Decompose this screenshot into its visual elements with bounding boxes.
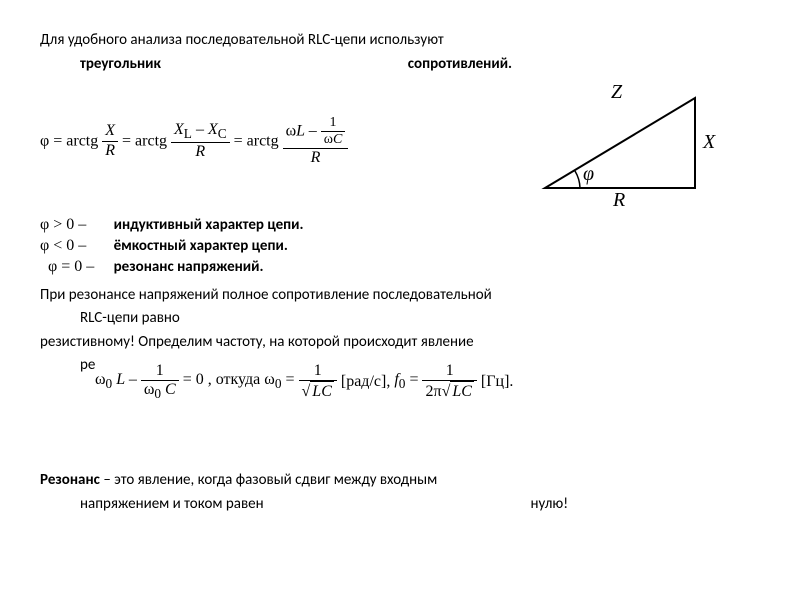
frac-den-R2: R: [171, 143, 230, 161]
intro-line-1: Для удобного анализа последовательной RL…: [40, 30, 760, 50]
frac-num-omegaL: ωL – 1ωC: [283, 115, 349, 149]
f2-frac-1-w0C: 1 ω0 C: [141, 362, 179, 402]
slide: Для удобного анализа последовательной RL…: [0, 0, 800, 600]
cond-capacitive: φ < 0 – ёмкостный характер цепи.: [40, 236, 760, 255]
intro-line-2: треугольник сопротивлений.: [40, 54, 760, 74]
f2-unit-rads: [рад/с],: [341, 373, 394, 390]
f2-den-sqrtLC: √LC: [299, 381, 337, 401]
cond-sym-3: φ = 0 –: [40, 258, 110, 276]
intro-word-triangle: треугольник: [80, 55, 161, 73]
angle-arc: [575, 171, 580, 188]
cond-resonance: φ = 0 – резонанс напряжений.: [40, 257, 760, 276]
frac-XL-XC-over-R: XL – XC R: [171, 121, 230, 161]
res-def-line2: напряжением и током равен нулю!: [40, 494, 760, 514]
label-Z: Z: [611, 81, 623, 103]
phase-angle-formula: φ = arctg X R = arctg XL – XC R = arctg …: [40, 115, 348, 168]
triangle-shape: [545, 98, 695, 188]
cond-sym-2: φ < 0 –: [40, 237, 110, 255]
res-def-zero: нулю!: [530, 495, 568, 513]
res-desc-line1: При резонансе напряжений полное сопротив…: [40, 285, 760, 305]
cond-sym-1: φ > 0 –: [40, 216, 110, 234]
res-word: Резонанс: [40, 471, 100, 489]
res-def-line1: Резонанс – это явление, когда фазовый сд…: [40, 470, 760, 490]
impedance-triangle-diagram: Z X R φ: [525, 78, 725, 208]
res-desc-line2: резистивному! Определим частоту, на кото…: [40, 332, 760, 352]
intro-paragraph: Для удобного анализа последовательной RL…: [40, 30, 760, 75]
cond-text-2: ёмкостный характер цепи.: [114, 237, 288, 255]
cond-inductive: φ > 0 – индуктивный характер цепи.: [40, 215, 760, 234]
frac-omegaL-minus: ωL – 1ωC R: [283, 115, 349, 168]
phase-conditions: φ > 0 – индуктивный характер цепи. φ < 0…: [40, 215, 760, 278]
cond-text-3: резонанс напряжений.: [114, 258, 264, 276]
f2-eq0: = 0 , откуда ω0 =: [183, 371, 299, 388]
label-phi: φ: [583, 163, 594, 185]
cond-text-1: индуктивный характер цепи.: [114, 216, 304, 234]
f2-unit-hz: [Гц].: [481, 373, 513, 390]
frac-num-X: X: [102, 122, 118, 141]
phi-eq-arctg: φ = arctg: [40, 132, 98, 149]
f2-w0L: ω0 L –: [95, 371, 141, 388]
resonance-frequency-formula: ω0 L – 1 ω0 C = 0 , откуда ω0 = 1 √LC [р…: [95, 362, 513, 402]
res-desc-line1b: RLC-цепи равно: [40, 308, 760, 328]
resonance-definition: Резонанс – это явление, когда фазовый сд…: [40, 470, 760, 519]
f2-den-2pi-sqrtLC: 2π√LC: [422, 381, 476, 401]
f2-den-w0C: ω0 C: [141, 381, 179, 402]
eq-arctg-3: = arctg: [234, 132, 279, 149]
label-R: R: [612, 189, 625, 208]
f2-f0: f0 =: [394, 371, 422, 388]
frac-den-R3: R: [283, 149, 349, 167]
label-X: X: [702, 131, 716, 153]
frac-X-over-R: X R: [102, 122, 118, 160]
f2-frac-1-2pi-sqrtLC: 1 2π√LC: [422, 362, 476, 402]
res-def-tail2: напряжением и током равен: [80, 495, 264, 513]
res-def-tail1: – это явление, когда фазовый сдвиг между…: [100, 471, 437, 489]
eq-arctg-2: = arctg: [122, 132, 167, 149]
frac-den-R: R: [102, 142, 118, 160]
f2-frac-1-sqrtLC: 1 √LC: [299, 362, 337, 402]
frac-num-XL-XC: XL – XC: [171, 121, 230, 143]
intro-word-impedances: сопротивлений.: [408, 55, 512, 73]
